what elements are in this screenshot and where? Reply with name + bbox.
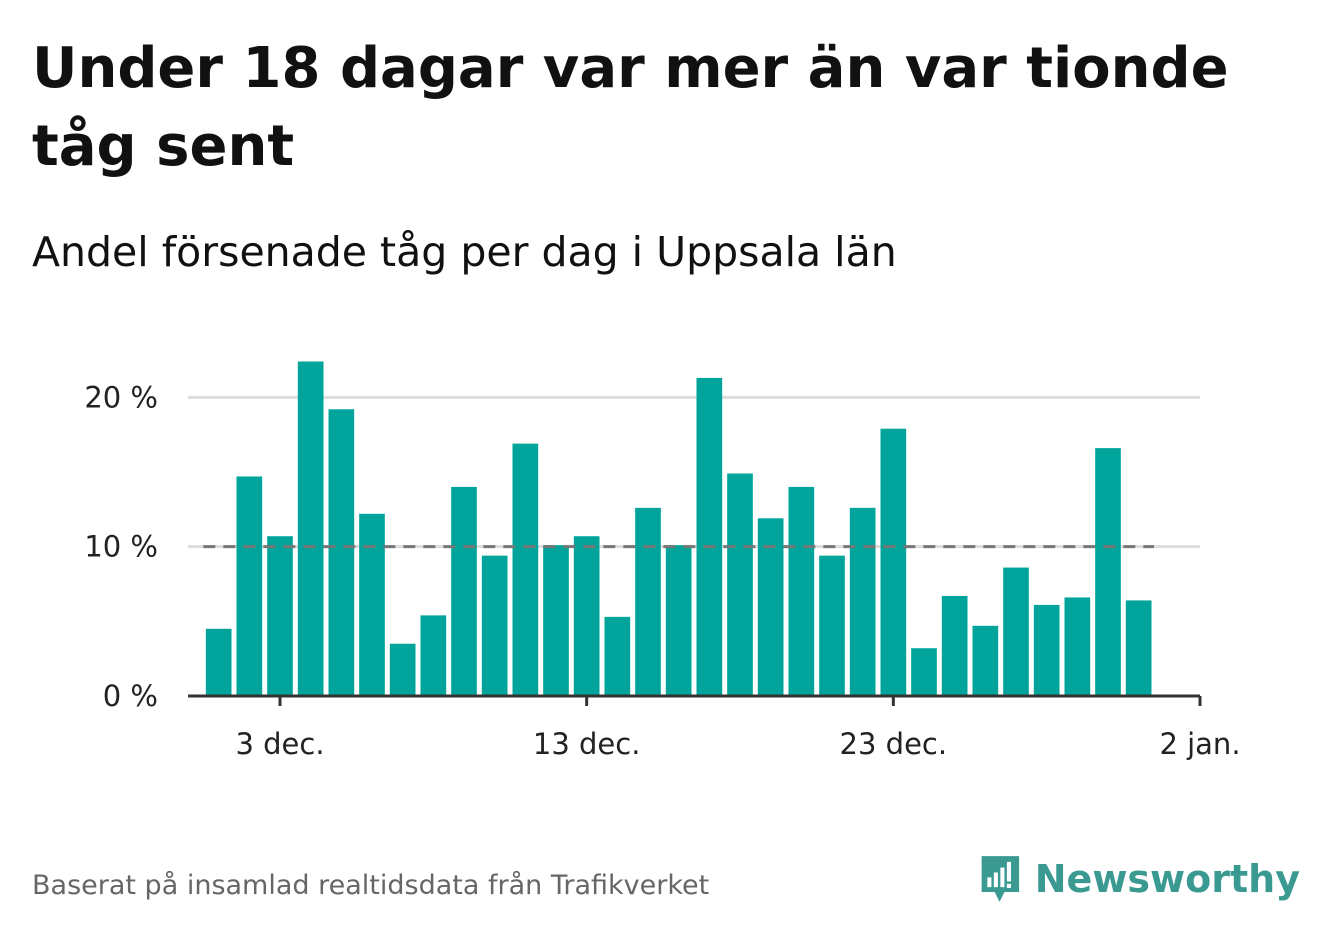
- y-tick-label: 0 %: [103, 679, 158, 713]
- x-tick-label: 23 dec.: [840, 727, 948, 760]
- y-tick-label: 10 %: [84, 530, 158, 564]
- bar: [267, 536, 293, 696]
- brand-logo: Newsworthy: [980, 848, 1300, 910]
- bar: [236, 476, 263, 696]
- bar: [389, 643, 416, 696]
- bar-chart: 0 % 10 % 20 % 3 dec. 13 dec. 23 dec. 2 jan.: [84, 361, 1241, 760]
- x-tick-label: 13 dec.: [533, 727, 641, 760]
- bar: [849, 507, 876, 696]
- y-tick-label: 20 %: [84, 380, 158, 414]
- bar: [727, 473, 753, 696]
- bar: [1064, 597, 1091, 696]
- bar: [635, 507, 661, 696]
- bar: [880, 428, 907, 696]
- bar: [665, 545, 692, 696]
- bar: [573, 536, 600, 696]
- bar: [911, 648, 937, 696]
- bar: [1003, 567, 1029, 696]
- bar: [941, 595, 968, 696]
- bar: [757, 518, 784, 696]
- source-note: Baserat på insamlad realtidsdata från Tr…: [32, 870, 710, 901]
- bar: [1125, 600, 1152, 696]
- bar: [205, 628, 232, 696]
- bar: [1033, 604, 1060, 696]
- bar: [543, 545, 569, 696]
- newsworthy-logo-icon: [981, 856, 1020, 902]
- x-tick-label: 3 dec.: [235, 727, 324, 760]
- bar: [972, 625, 999, 696]
- chart-subtitle: Andel försenade tåg per dag i Uppsala lä…: [32, 228, 897, 276]
- bar: [297, 361, 324, 696]
- bar: [1095, 448, 1121, 696]
- brand-name: Newsworthy: [1034, 857, 1300, 901]
- bar: [604, 616, 631, 696]
- bar: [696, 377, 723, 696]
- bar: [420, 615, 447, 696]
- bar: [481, 555, 508, 696]
- bar: [451, 486, 477, 696]
- bar: [788, 486, 815, 696]
- bar: [328, 409, 355, 696]
- chart-title: Under 18 dagar var mer än var tionde tåg…: [32, 36, 1229, 179]
- bar: [819, 555, 845, 696]
- x-tick-label: 2 jan.: [1159, 727, 1240, 760]
- bar: [512, 443, 539, 696]
- bar: [359, 513, 385, 696]
